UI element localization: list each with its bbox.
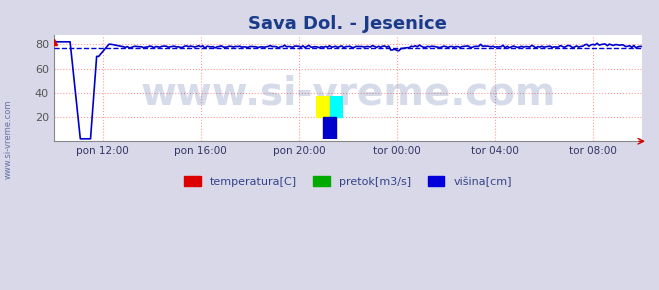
Bar xyxy=(316,96,330,117)
Text: www.si-vreme.com: www.si-vreme.com xyxy=(140,74,556,112)
Title: Sava Dol. - Jesenice: Sava Dol. - Jesenice xyxy=(248,15,447,33)
Bar xyxy=(330,96,343,117)
Bar xyxy=(323,117,336,139)
Legend: temperatura[C], pretok[m3/s], višina[cm]: temperatura[C], pretok[m3/s], višina[cm] xyxy=(179,171,516,191)
Text: www.si-vreme.com: www.si-vreme.com xyxy=(3,99,13,179)
